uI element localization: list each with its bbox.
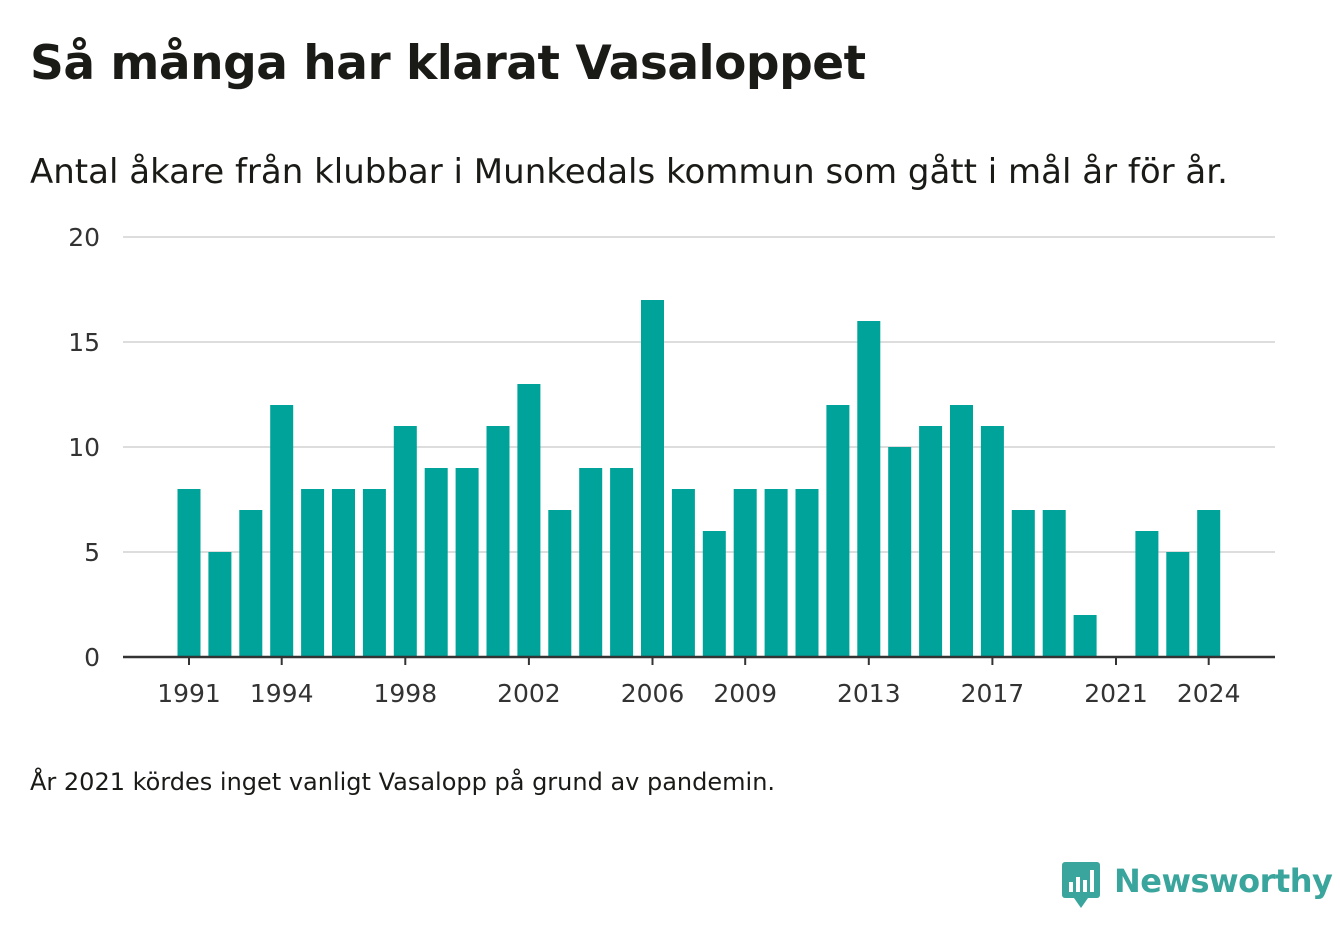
y-tick-label: 5: [84, 538, 100, 567]
bar-1995: [301, 489, 325, 657]
x-tick-label: 2009: [713, 679, 777, 708]
bar-2006: [641, 300, 664, 657]
y-tick-label: 10: [68, 433, 100, 462]
chart-subtitle: Antal åkare från klubbar i Munkedals kom…: [30, 152, 1228, 192]
x-tick-label: 2002: [497, 679, 561, 708]
bar-2020: [1073, 615, 1097, 657]
y-tick-label: 15: [68, 328, 100, 357]
chart-title: Så många har klarat Vasaloppet: [30, 36, 866, 91]
x-tick-label: 2006: [621, 679, 685, 708]
bar-2019: [1042, 510, 1066, 657]
bar-1993: [239, 510, 263, 657]
x-tick-label: 1991: [157, 679, 221, 708]
bar-1996: [332, 489, 355, 657]
y-tick-label: 20: [68, 223, 100, 252]
bar-2004: [579, 468, 603, 657]
bars: [177, 300, 1221, 657]
bar-2005: [610, 468, 634, 657]
bar-2007: [671, 489, 695, 657]
bar-1998: [393, 426, 417, 657]
bar-2010: [764, 489, 788, 657]
x-tick-label: 2024: [1177, 679, 1241, 708]
bar-1999: [424, 468, 448, 657]
bar-2017: [980, 426, 1004, 657]
bar-2008: [702, 531, 726, 657]
x-tick-label: 1994: [250, 679, 314, 708]
y-axis-ticks: 0 5 10 15 20: [68, 223, 100, 672]
bar-2015: [919, 426, 943, 657]
x-tick-label: 2017: [961, 679, 1025, 708]
bar-2016: [950, 405, 973, 657]
grid-lines: [123, 236, 1275, 553]
x-tick-label: 2021: [1084, 679, 1148, 708]
newsworthy-logo-icon: [1062, 862, 1100, 908]
x-tick-label: 2013: [837, 679, 901, 708]
bar-2022: [1135, 531, 1159, 657]
brand-name: Newsworthy: [1114, 862, 1333, 900]
bar-2023: [1166, 552, 1190, 657]
chart-footnote: År 2021 kördes inget vanligt Vasalopp på…: [30, 768, 776, 796]
bar-2013: [857, 321, 881, 657]
bar-2009: [733, 489, 757, 657]
brand-logo: Newsworthy: [1060, 860, 1333, 912]
x-tick-label: 1998: [373, 679, 437, 708]
bar-1991: [177, 489, 201, 657]
bar-chart: 0 5 10 15 20 1991 1994 1998 2002 2006 2009 2013 201…: [68, 223, 1275, 708]
bar-2011: [795, 489, 819, 657]
x-axis: 1991 1994 1998 2002 2006 2009 2013 2017 2021 2024: [123, 655, 1275, 708]
y-tick-label: 0: [84, 643, 100, 672]
bar-2001: [486, 426, 510, 657]
bar-2014: [888, 447, 912, 657]
bar-2000: [455, 468, 479, 657]
bar-2002: [517, 384, 541, 657]
bar-1994: [270, 405, 294, 657]
bar-2024: [1197, 510, 1221, 657]
bar-2018: [1011, 510, 1035, 657]
bar-1997: [362, 489, 386, 657]
bar-2012: [826, 405, 850, 657]
bar-2003: [548, 510, 572, 657]
bar-1992: [208, 552, 232, 657]
